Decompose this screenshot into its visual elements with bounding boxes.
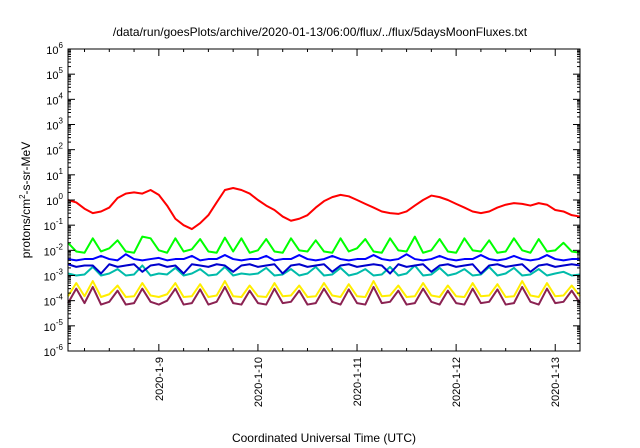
y-tick-base: 10	[46, 70, 58, 82]
series-layer	[67, 186, 581, 306]
y-tick-label-12: 106	[46, 41, 63, 57]
series-line-3	[67, 264, 581, 277]
series-line-6	[67, 280, 581, 298]
y-tick-exp: 0	[59, 192, 64, 201]
y-tick-base: 10	[44, 221, 56, 233]
x-ticks: 2020-1-9 2020-1-10 2020-1-11 2020-1-12 2020-…	[84, 49, 581, 407]
y-tick-exp: 3	[59, 117, 64, 126]
y-tick-exp: -4	[56, 293, 64, 302]
y-tick-exp: -3	[56, 268, 64, 277]
x-axis-label: Coordinated Universal Time (UTC)	[232, 431, 416, 445]
y-axis-label-pre: protons/cm	[19, 199, 33, 258]
y-tick-label-4: 10-2	[44, 242, 64, 258]
y-tick-label-9: 103	[46, 117, 63, 133]
y-tick-exp: 2	[59, 142, 64, 151]
x-tick-label-0: 2020-1-9	[154, 357, 166, 401]
y-tick-base: 10	[46, 45, 58, 57]
y-tick-exp: 5	[59, 66, 64, 75]
y-tick-base: 10	[44, 297, 56, 309]
series-line-5	[67, 263, 581, 275]
y-axis-label: protons/cm2-s-sr-MeV	[18, 142, 33, 258]
series-line-2	[67, 235, 581, 254]
y-tick-exp: -5	[56, 318, 64, 327]
y-tick-exp: 6	[59, 41, 64, 50]
y-tick-label-6: 100	[46, 192, 63, 208]
plot-frame	[67, 48, 581, 352]
x-tick-label-2: 2020-1-11	[352, 357, 364, 406]
y-axis-label-sup: 2	[18, 194, 27, 199]
y-tick-label-2: 10-4	[44, 293, 64, 309]
y-tick-label-7: 101	[46, 167, 63, 183]
y-tick-exp: -6	[56, 343, 64, 352]
y-tick-label-8: 102	[46, 142, 63, 158]
y-tick-base: 10	[46, 171, 58, 183]
y-tick-base: 10	[46, 121, 58, 133]
y-tick-base: 10	[44, 347, 56, 359]
y-axis-label-post: -s-sr-MeV	[19, 142, 33, 195]
y-tick-exp: -2	[56, 242, 64, 251]
y-tick-label-10: 104	[46, 91, 63, 107]
y-tick-base: 10	[46, 146, 58, 158]
y-tick-label-11: 105	[46, 66, 63, 82]
x-tick-label-1: 2020-1-10	[253, 357, 265, 407]
y-tick-base: 10	[44, 246, 56, 258]
series-line-1	[67, 186, 581, 231]
chart-title: /data/run/goesPlots/archive/2020-01-13/0…	[113, 25, 528, 39]
x-tick-label-4: 2020-1-13	[550, 357, 562, 407]
y-tick-label-0: 10-6	[44, 343, 64, 359]
y-tick-base: 10	[46, 196, 58, 208]
series-line-7	[67, 285, 581, 306]
series-line-4	[67, 253, 580, 262]
y-tick-exp: 1	[59, 167, 64, 176]
y-tick-exp: -1	[56, 217, 64, 226]
y-tick-label-1: 10-5	[44, 318, 64, 334]
y-tick-base: 10	[44, 272, 56, 284]
y-tick-base: 10	[46, 95, 58, 107]
y-tick-base: 10	[44, 322, 56, 334]
y-tick-label-5: 10-1	[44, 217, 64, 233]
y-tick-exp: 4	[59, 91, 64, 100]
y-tick-label-3: 10-3	[44, 268, 64, 284]
x-tick-label-3: 2020-1-12	[451, 357, 463, 407]
